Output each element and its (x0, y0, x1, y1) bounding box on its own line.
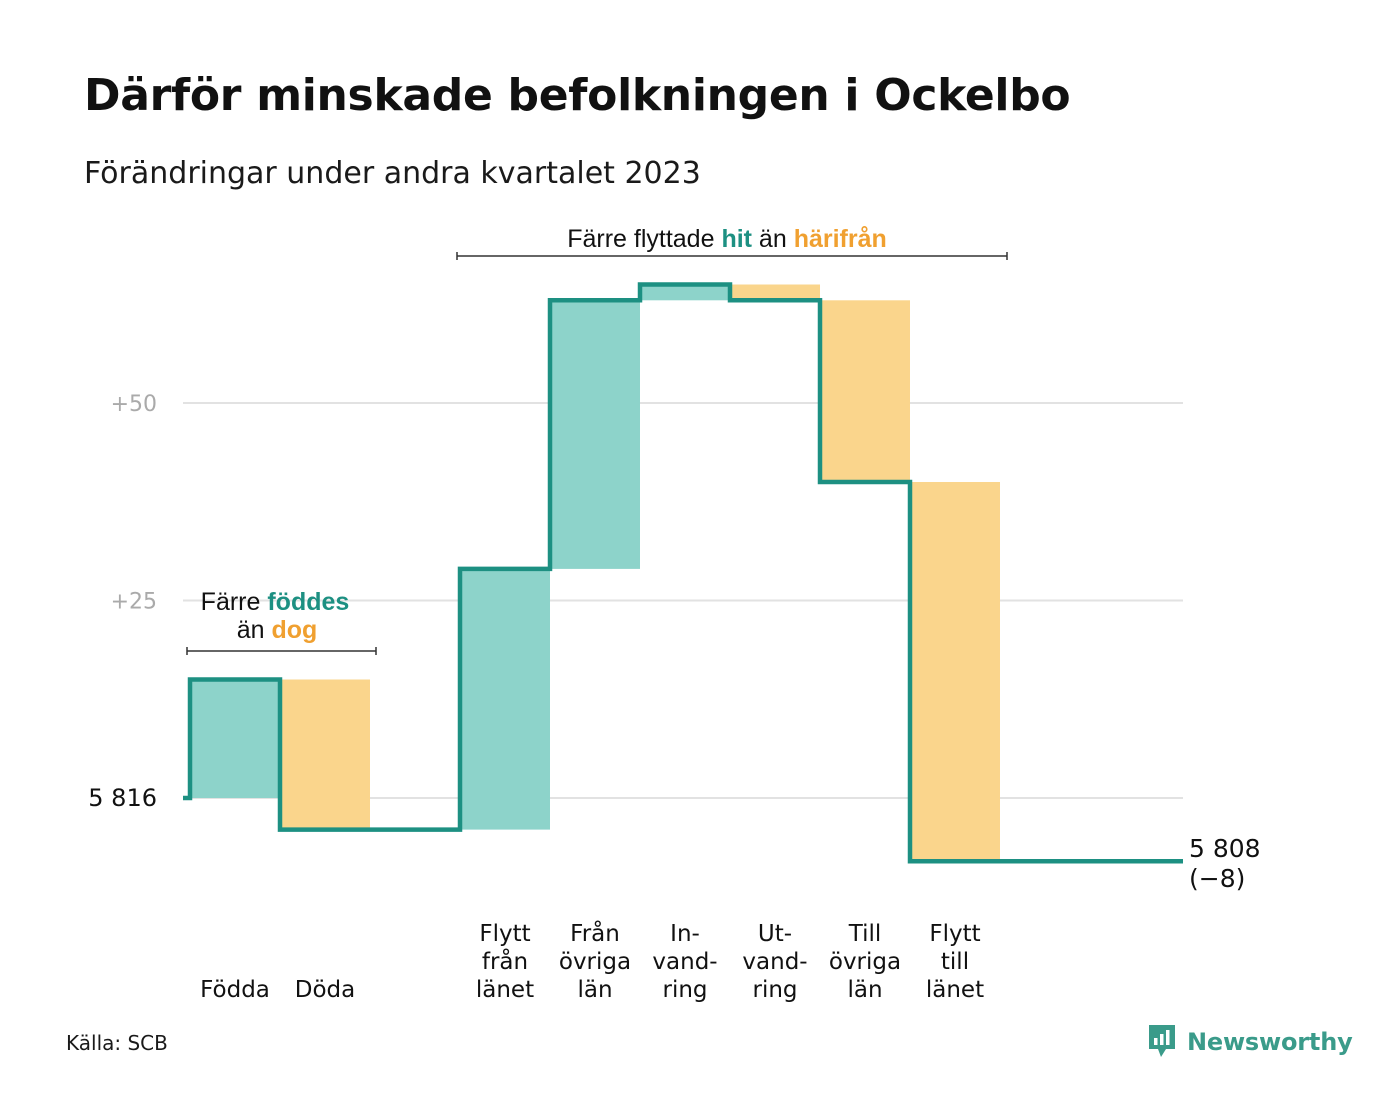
x-axis-label: In- (670, 921, 700, 947)
decrease-bar (280, 679, 370, 830)
x-axis-label: övriga (829, 949, 901, 975)
increase-bar (640, 284, 730, 301)
increase-bar (550, 300, 640, 569)
x-axis-label: länet (476, 977, 534, 1003)
x-axis-label: Ut- (758, 921, 792, 947)
x-axis-label: från (482, 947, 528, 975)
x-axis-label: Till (848, 921, 882, 947)
decrease-bar (730, 284, 820, 301)
x-axis-label: län (577, 977, 612, 1003)
x-axis-label: Flytt (479, 921, 530, 947)
decrease-bar (910, 482, 1000, 862)
increase-bar (190, 679, 280, 798)
x-axis-label: Födda (200, 977, 270, 1003)
y-tick-label: +25 (111, 590, 157, 615)
births-annotation-line2: än dog (237, 616, 318, 644)
x-axis-label: län (847, 977, 882, 1003)
x-axis-label: till (941, 949, 969, 975)
increase-bar (460, 568, 550, 830)
moves-annotation: Färre flyttade hit än härifrån (567, 225, 887, 253)
chart-title: Därför minskade befolkningen i Ockelbo (84, 70, 1071, 121)
x-axis-label: Från (570, 919, 620, 947)
end-value-label: 5 808 (1189, 834, 1261, 863)
x-axis-label: länet (926, 977, 984, 1003)
end-change-label: (−8) (1189, 864, 1245, 893)
y-tick-label: +50 (111, 392, 157, 417)
x-axis-label: vand- (652, 949, 717, 975)
x-axis-label: ring (752, 977, 797, 1003)
decrease-bar (820, 300, 910, 482)
x-axis-label: övriga (559, 949, 631, 975)
newsworthy-chart-icon (1149, 1025, 1175, 1057)
x-axis-label: ring (662, 977, 707, 1003)
logo-text: Newsworthy (1187, 1028, 1353, 1056)
source-credit: Källa: SCB (66, 1031, 168, 1055)
x-axis-label: Flytt (929, 921, 980, 947)
x-axis-label: vand- (742, 949, 807, 975)
x-axis-label: Döda (295, 977, 355, 1003)
newsworthy-logo: Newsworthy (1147, 1023, 1353, 1061)
chart-subtitle: Förändringar under andra kvartalet 2023 (84, 156, 701, 191)
cumulative-step-line (183, 282, 1183, 864)
start-value-label: 5 816 (88, 784, 157, 812)
births-annotation-line1: Färre föddes (201, 588, 350, 616)
